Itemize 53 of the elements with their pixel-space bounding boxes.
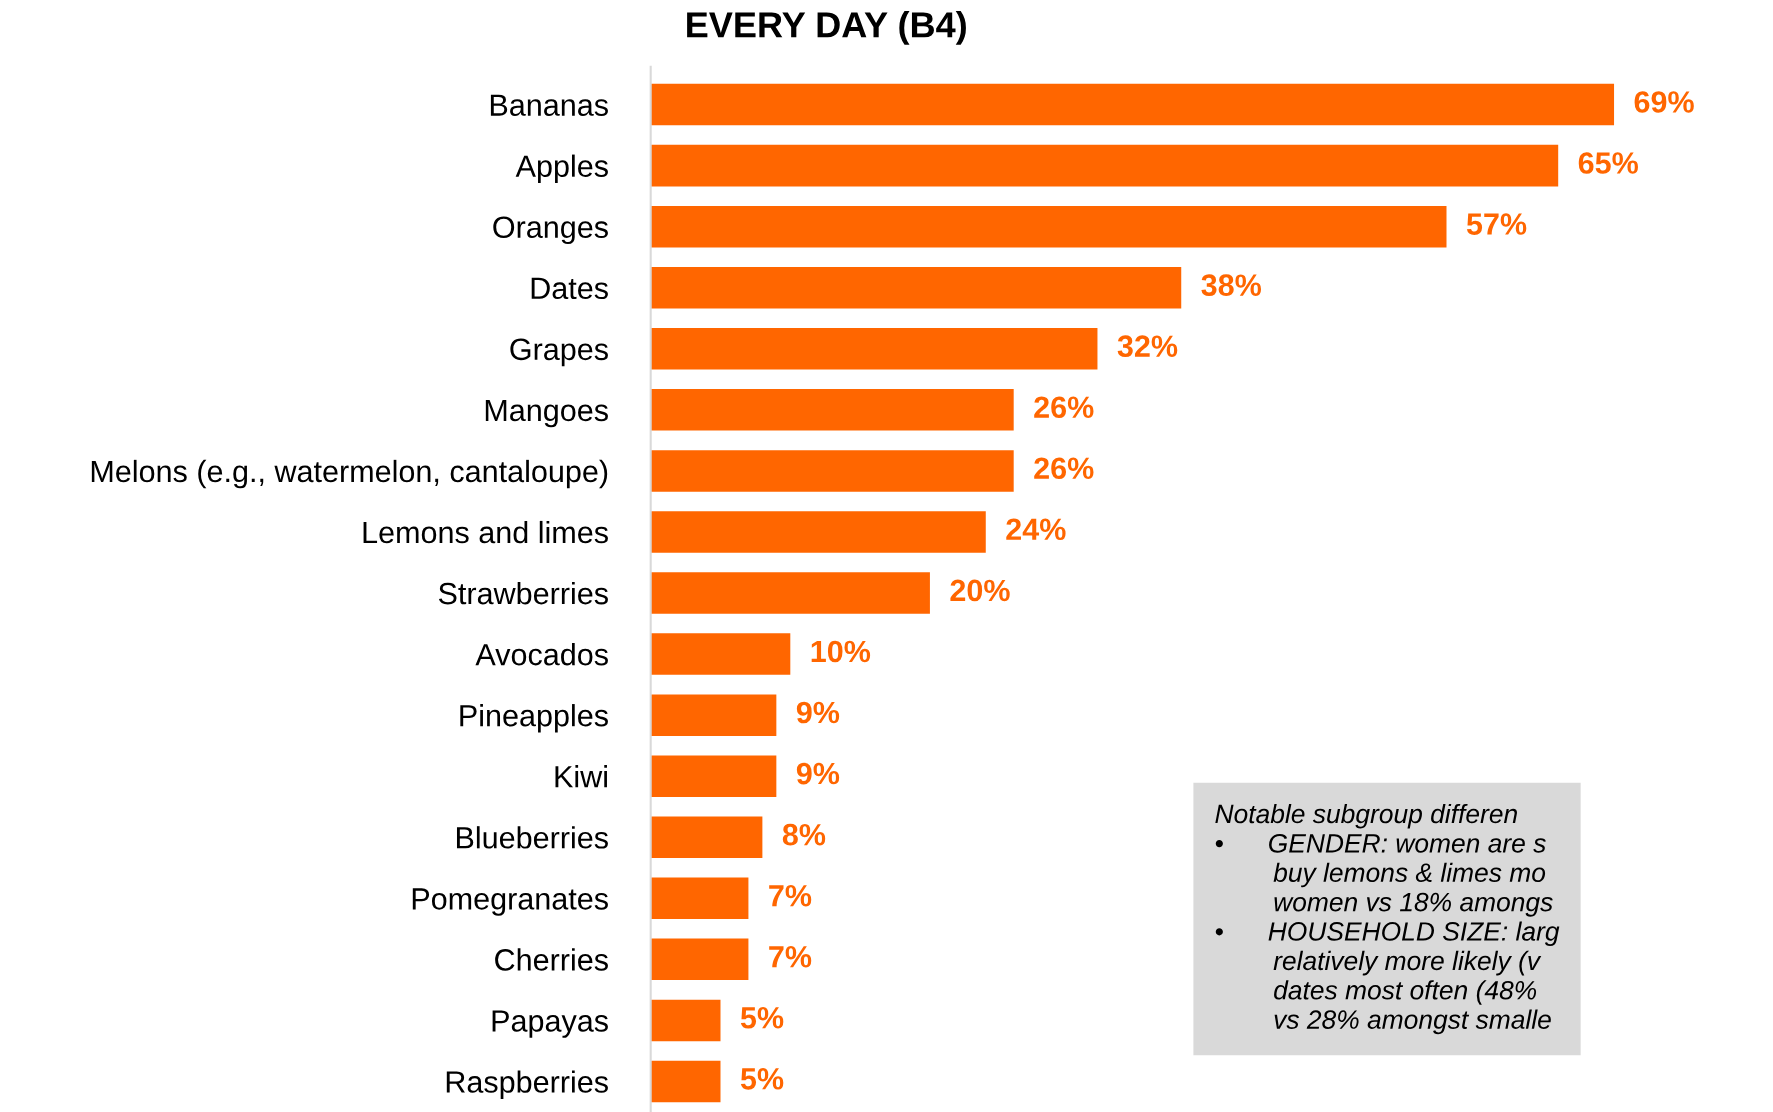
data-label: 9% <box>796 701 840 724</box>
y-tick-label: Melons (e.g., watermelon, cantaloupe) <box>91 459 608 489</box>
bar <box>650 999 721 1042</box>
y-tick-label: Pomegranates <box>412 888 608 916</box>
y-tick-label: Bananas <box>490 94 608 116</box>
bar <box>650 633 791 675</box>
data-label: 8% <box>782 823 826 846</box>
bar <box>650 511 986 553</box>
bar <box>650 1060 721 1103</box>
bar <box>650 755 777 797</box>
data-label: 5% <box>740 1068 784 1090</box>
bar <box>650 83 1615 126</box>
bar <box>650 144 1559 187</box>
data-label: 26% <box>1034 396 1094 419</box>
y-tick-label: Blueberries <box>456 826 608 849</box>
y-tick-label: Strawberries <box>438 581 608 605</box>
y-tick-label: Avocados <box>475 643 608 666</box>
data-label: 32% <box>1117 335 1178 358</box>
bar <box>650 694 777 736</box>
bar <box>650 266 1182 309</box>
bar <box>650 450 1014 492</box>
data-label: 65% <box>1578 152 1638 174</box>
y-tick-label: Cherries <box>495 948 608 971</box>
data-label: 20% <box>950 579 1010 602</box>
y-tick-label: Dates <box>531 277 608 300</box>
data-label: 5% <box>740 1007 784 1029</box>
bar <box>650 389 1014 431</box>
bar <box>650 938 749 981</box>
y-tick-label: Kiwi <box>555 765 607 788</box>
data-label: 9% <box>796 762 840 785</box>
data-label: 7% <box>769 946 812 968</box>
y-tick-label: Papayas <box>492 1010 608 1038</box>
data-label: 26% <box>1034 457 1094 480</box>
data-label: 69% <box>1634 91 1694 113</box>
data-label: 24% <box>1006 518 1066 541</box>
y-tick-label: Lemons and limes <box>363 520 608 544</box>
y-tick-label: Pineapples <box>460 704 608 733</box>
bar <box>650 877 749 920</box>
data-label: 7% <box>769 884 812 907</box>
bar <box>650 328 1098 370</box>
y-tick-label: Raspberries <box>446 1070 608 1099</box>
chart-title: EVERY DAY (B4) <box>687 11 966 45</box>
y-tick-label: Apples <box>515 154 608 184</box>
y-tick-label: Mangoes <box>485 399 608 428</box>
bar <box>650 816 763 859</box>
bar <box>650 205 1447 248</box>
y-tick-label: Grapes <box>510 338 608 367</box>
data-label: 38% <box>1201 274 1262 296</box>
bar <box>650 572 930 614</box>
y-tick-label: Oranges <box>493 216 608 245</box>
data-label: 57% <box>1466 213 1527 235</box>
data-label: 10% <box>811 640 871 663</box>
annotation: Notable subgroup differen • GENDER: women are s buy lemons & limes mo women vs 18% amongs • HOUSEHOLD SIZE: larg relatively more likely (v dates most often (48% vs 28% amongst smalle <box>1215 803 1560 1035</box>
